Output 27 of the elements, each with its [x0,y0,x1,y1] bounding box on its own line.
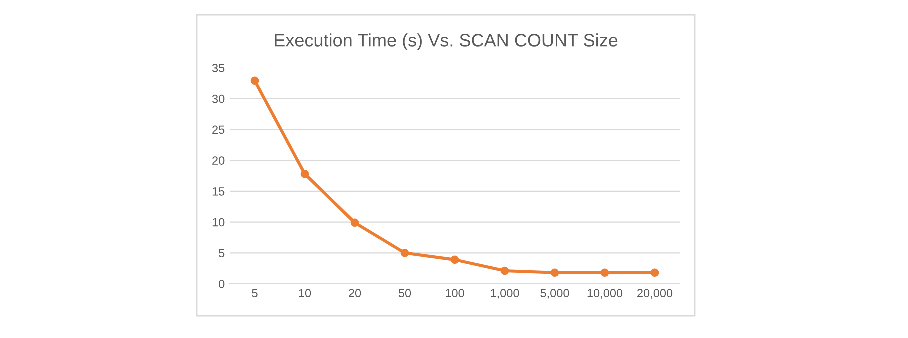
point [300,170,310,178]
point [250,76,260,86]
y-tick-label: 30 [212,94,225,104]
y-tick-label: 5 [219,249,225,258]
point [400,248,410,258]
point [600,268,610,278]
x-tick-label: 10,000 [588,289,623,299]
point [650,268,660,278]
point [350,218,360,228]
y-tick-label: 0 [219,280,225,288]
x-tick-label: 20 [349,289,362,298]
x-tick-label: 10 [299,289,312,298]
x-tick-label: 50 [398,289,412,298]
y-tick-label: 35 [212,64,225,72]
point [550,268,560,278]
y-tick-label: 20 [212,156,225,165]
x-tick-label: 20,000 [638,289,673,299]
x-tick-label: 1,000 [491,289,520,299]
x-tick-label: 5 [252,289,258,298]
point [500,266,510,276]
y-tick-label: 10 [212,218,225,227]
point [450,256,460,264]
y-tick-label: 25 [212,126,225,134]
chart-title: Execution Time (s) Vs. SCAN COUNT Size [275,34,618,50]
x-tick-label: 100 [446,289,464,298]
y-tick-label: 15 [212,188,225,196]
x-tick-label: 5,000 [540,289,570,299]
